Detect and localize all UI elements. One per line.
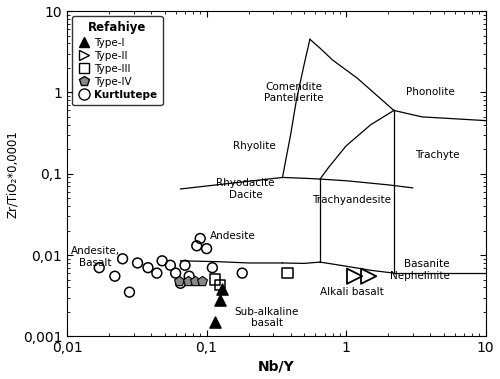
Point bbox=[211, 319, 219, 325]
Point bbox=[211, 277, 219, 283]
Y-axis label: Zr/TiO₂*0,0001: Zr/TiO₂*0,0001 bbox=[6, 130, 18, 218]
Text: Trachyandesite: Trachyandesite bbox=[312, 195, 392, 205]
Point bbox=[218, 286, 226, 292]
Text: Alkali basalt: Alkali basalt bbox=[320, 287, 384, 297]
Point bbox=[202, 246, 210, 252]
Point bbox=[198, 278, 205, 284]
Point bbox=[185, 273, 193, 279]
Point bbox=[364, 273, 372, 279]
Point bbox=[181, 262, 189, 268]
Text: Sub-alkaline
basalt: Sub-alkaline basalt bbox=[234, 307, 299, 329]
Text: Andesite: Andesite bbox=[210, 231, 256, 241]
Text: Andesite,
Basalt: Andesite, Basalt bbox=[71, 246, 120, 268]
Point bbox=[238, 270, 246, 276]
Point bbox=[118, 256, 126, 262]
Text: Rhyolite: Rhyolite bbox=[233, 141, 276, 151]
Point bbox=[216, 297, 224, 303]
Point bbox=[350, 273, 358, 279]
Point bbox=[166, 262, 174, 268]
Point bbox=[193, 243, 201, 249]
Point bbox=[192, 278, 200, 284]
Text: Trachyte: Trachyte bbox=[415, 150, 460, 160]
Point bbox=[216, 282, 224, 288]
Point bbox=[174, 278, 182, 284]
Point bbox=[184, 278, 192, 284]
Point bbox=[208, 265, 216, 271]
Text: Rhyodacite
Dacite: Rhyodacite Dacite bbox=[216, 178, 274, 200]
Point bbox=[196, 235, 204, 241]
Point bbox=[158, 258, 166, 264]
Point bbox=[144, 265, 152, 271]
Text: Basanite
Nephelinite: Basanite Nephelinite bbox=[390, 260, 450, 281]
Point bbox=[95, 265, 103, 271]
Point bbox=[176, 280, 184, 286]
Text: Phonolite: Phonolite bbox=[406, 88, 454, 97]
Text: Comendite
Pantellerite: Comendite Pantellerite bbox=[264, 81, 324, 103]
Point bbox=[126, 289, 134, 295]
Point bbox=[172, 270, 179, 276]
Point bbox=[134, 260, 141, 266]
Point bbox=[153, 270, 161, 276]
Point bbox=[111, 273, 119, 279]
Point bbox=[284, 270, 292, 276]
Legend: Type-I, Type-II, Type-III, Type-IV, Kurtlutepe: Type-I, Type-II, Type-III, Type-IV, Kurt… bbox=[72, 16, 162, 105]
X-axis label: Nb/Y: Nb/Y bbox=[258, 359, 294, 373]
